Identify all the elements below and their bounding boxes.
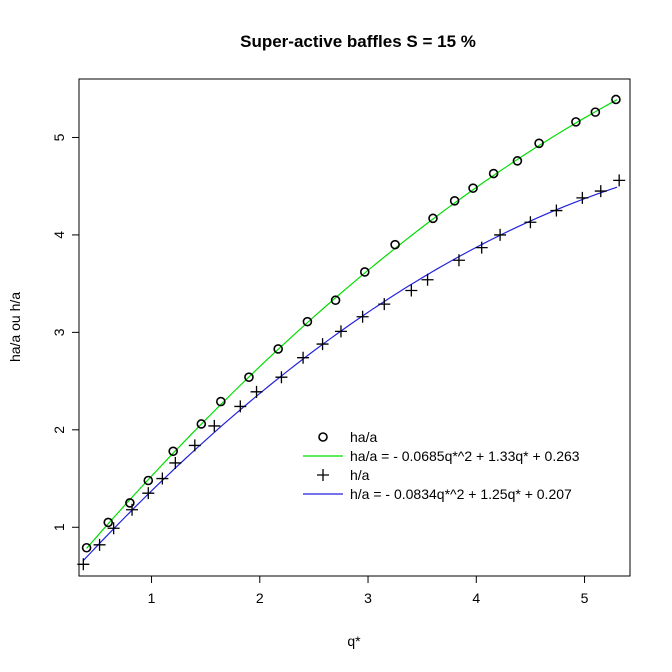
point-circle bbox=[81, 542, 92, 553]
legend-item: ha/a = - 0.0685q*^2 + 1.33q* + 0.263 bbox=[303, 448, 580, 464]
point-plus bbox=[356, 310, 369, 323]
point-circle bbox=[302, 316, 313, 327]
legend-symbol-circle bbox=[318, 432, 328, 442]
point-plus bbox=[234, 400, 247, 413]
point-plus bbox=[169, 456, 182, 469]
point-circle bbox=[512, 156, 523, 166]
legend-item: h/a bbox=[317, 467, 370, 483]
x-tick-label: 3 bbox=[364, 590, 372, 606]
point-plus bbox=[77, 558, 90, 571]
point-plus bbox=[421, 273, 434, 286]
point-circle bbox=[216, 396, 226, 407]
y-tick-label: 3 bbox=[51, 328, 67, 336]
point-circle bbox=[168, 446, 178, 457]
point-plus bbox=[208, 419, 221, 432]
point-circle bbox=[244, 372, 254, 383]
point-plus bbox=[297, 351, 310, 364]
point-circle bbox=[125, 498, 135, 508]
point-circle bbox=[273, 344, 283, 354]
point-plus bbox=[334, 325, 347, 338]
point-plus bbox=[316, 338, 329, 351]
y-tick-label: 2 bbox=[51, 426, 67, 434]
legend-label: ha/a bbox=[350, 429, 377, 445]
point-plus bbox=[524, 216, 537, 229]
series-2 bbox=[77, 174, 626, 571]
y-axis: 1 2 3 4 5 bbox=[51, 133, 80, 531]
x-tick-label: 1 bbox=[148, 590, 156, 606]
legend-item: ha/a bbox=[318, 429, 377, 445]
point-circle bbox=[468, 183, 478, 193]
legend: ha/a ha/a = - 0.0685q*^2 + 1.33q* + 0.263… bbox=[303, 429, 580, 502]
point-circle bbox=[143, 475, 154, 486]
y-tick-label: 1 bbox=[51, 523, 67, 531]
point-plus bbox=[576, 191, 589, 204]
point-plus bbox=[188, 439, 201, 452]
y-axis-label: ha/a ou h/a bbox=[7, 292, 23, 362]
point-plus bbox=[275, 371, 288, 384]
point-plus bbox=[475, 241, 488, 254]
point-plus bbox=[250, 385, 263, 398]
point-plus bbox=[93, 538, 106, 551]
point-plus bbox=[156, 472, 169, 485]
legend-label: h/a bbox=[350, 467, 370, 483]
point-plus bbox=[378, 298, 391, 311]
fit-line-1 bbox=[86, 99, 618, 549]
point-circle bbox=[611, 94, 621, 105]
point-plus bbox=[405, 284, 418, 297]
point-circle bbox=[534, 138, 544, 149]
data-points bbox=[77, 94, 626, 571]
point-circle bbox=[449, 196, 460, 206]
point-plus bbox=[452, 254, 465, 267]
point-plus bbox=[594, 185, 607, 198]
axes: 1 2 3 4 5 1 2 3 4 5 bbox=[51, 133, 589, 606]
x-tick-label: 4 bbox=[472, 590, 480, 606]
legend-label: ha/a = - 0.0685q*^2 + 1.33q* + 0.263 bbox=[350, 448, 580, 464]
legend-item: h/a = - 0.0834q*^2 + 1.25q* + 0.207 bbox=[303, 486, 572, 502]
point-circle bbox=[428, 213, 438, 224]
point-plus bbox=[126, 503, 139, 516]
point-circle bbox=[571, 117, 581, 127]
point-circle bbox=[359, 267, 370, 277]
point-circle bbox=[488, 168, 499, 179]
point-circle bbox=[390, 239, 400, 250]
point-plus bbox=[142, 487, 155, 500]
point-plus bbox=[550, 204, 563, 217]
point-circle bbox=[330, 295, 341, 306]
x-tick-label: 2 bbox=[256, 590, 264, 606]
legend-label: h/a = - 0.0834q*^2 + 1.25q* + 0.207 bbox=[350, 486, 572, 502]
y-tick-label: 5 bbox=[51, 133, 67, 141]
point-plus bbox=[494, 228, 507, 241]
x-tick-label: 5 bbox=[581, 590, 589, 606]
point-circle bbox=[196, 419, 207, 429]
x-axis: 1 2 3 4 5 bbox=[148, 575, 589, 606]
y-tick-label: 4 bbox=[51, 231, 67, 239]
fit-line-2 bbox=[82, 186, 618, 562]
point-circle bbox=[103, 517, 114, 528]
x-axis-label: q* bbox=[347, 633, 361, 649]
chart-title: Super-active baffles S = 15 % bbox=[240, 32, 476, 51]
series-1 bbox=[81, 94, 621, 553]
point-plus bbox=[107, 522, 120, 535]
point-plus bbox=[613, 174, 626, 187]
legend-symbol-plus bbox=[317, 469, 329, 481]
point-circle bbox=[590, 107, 601, 117]
